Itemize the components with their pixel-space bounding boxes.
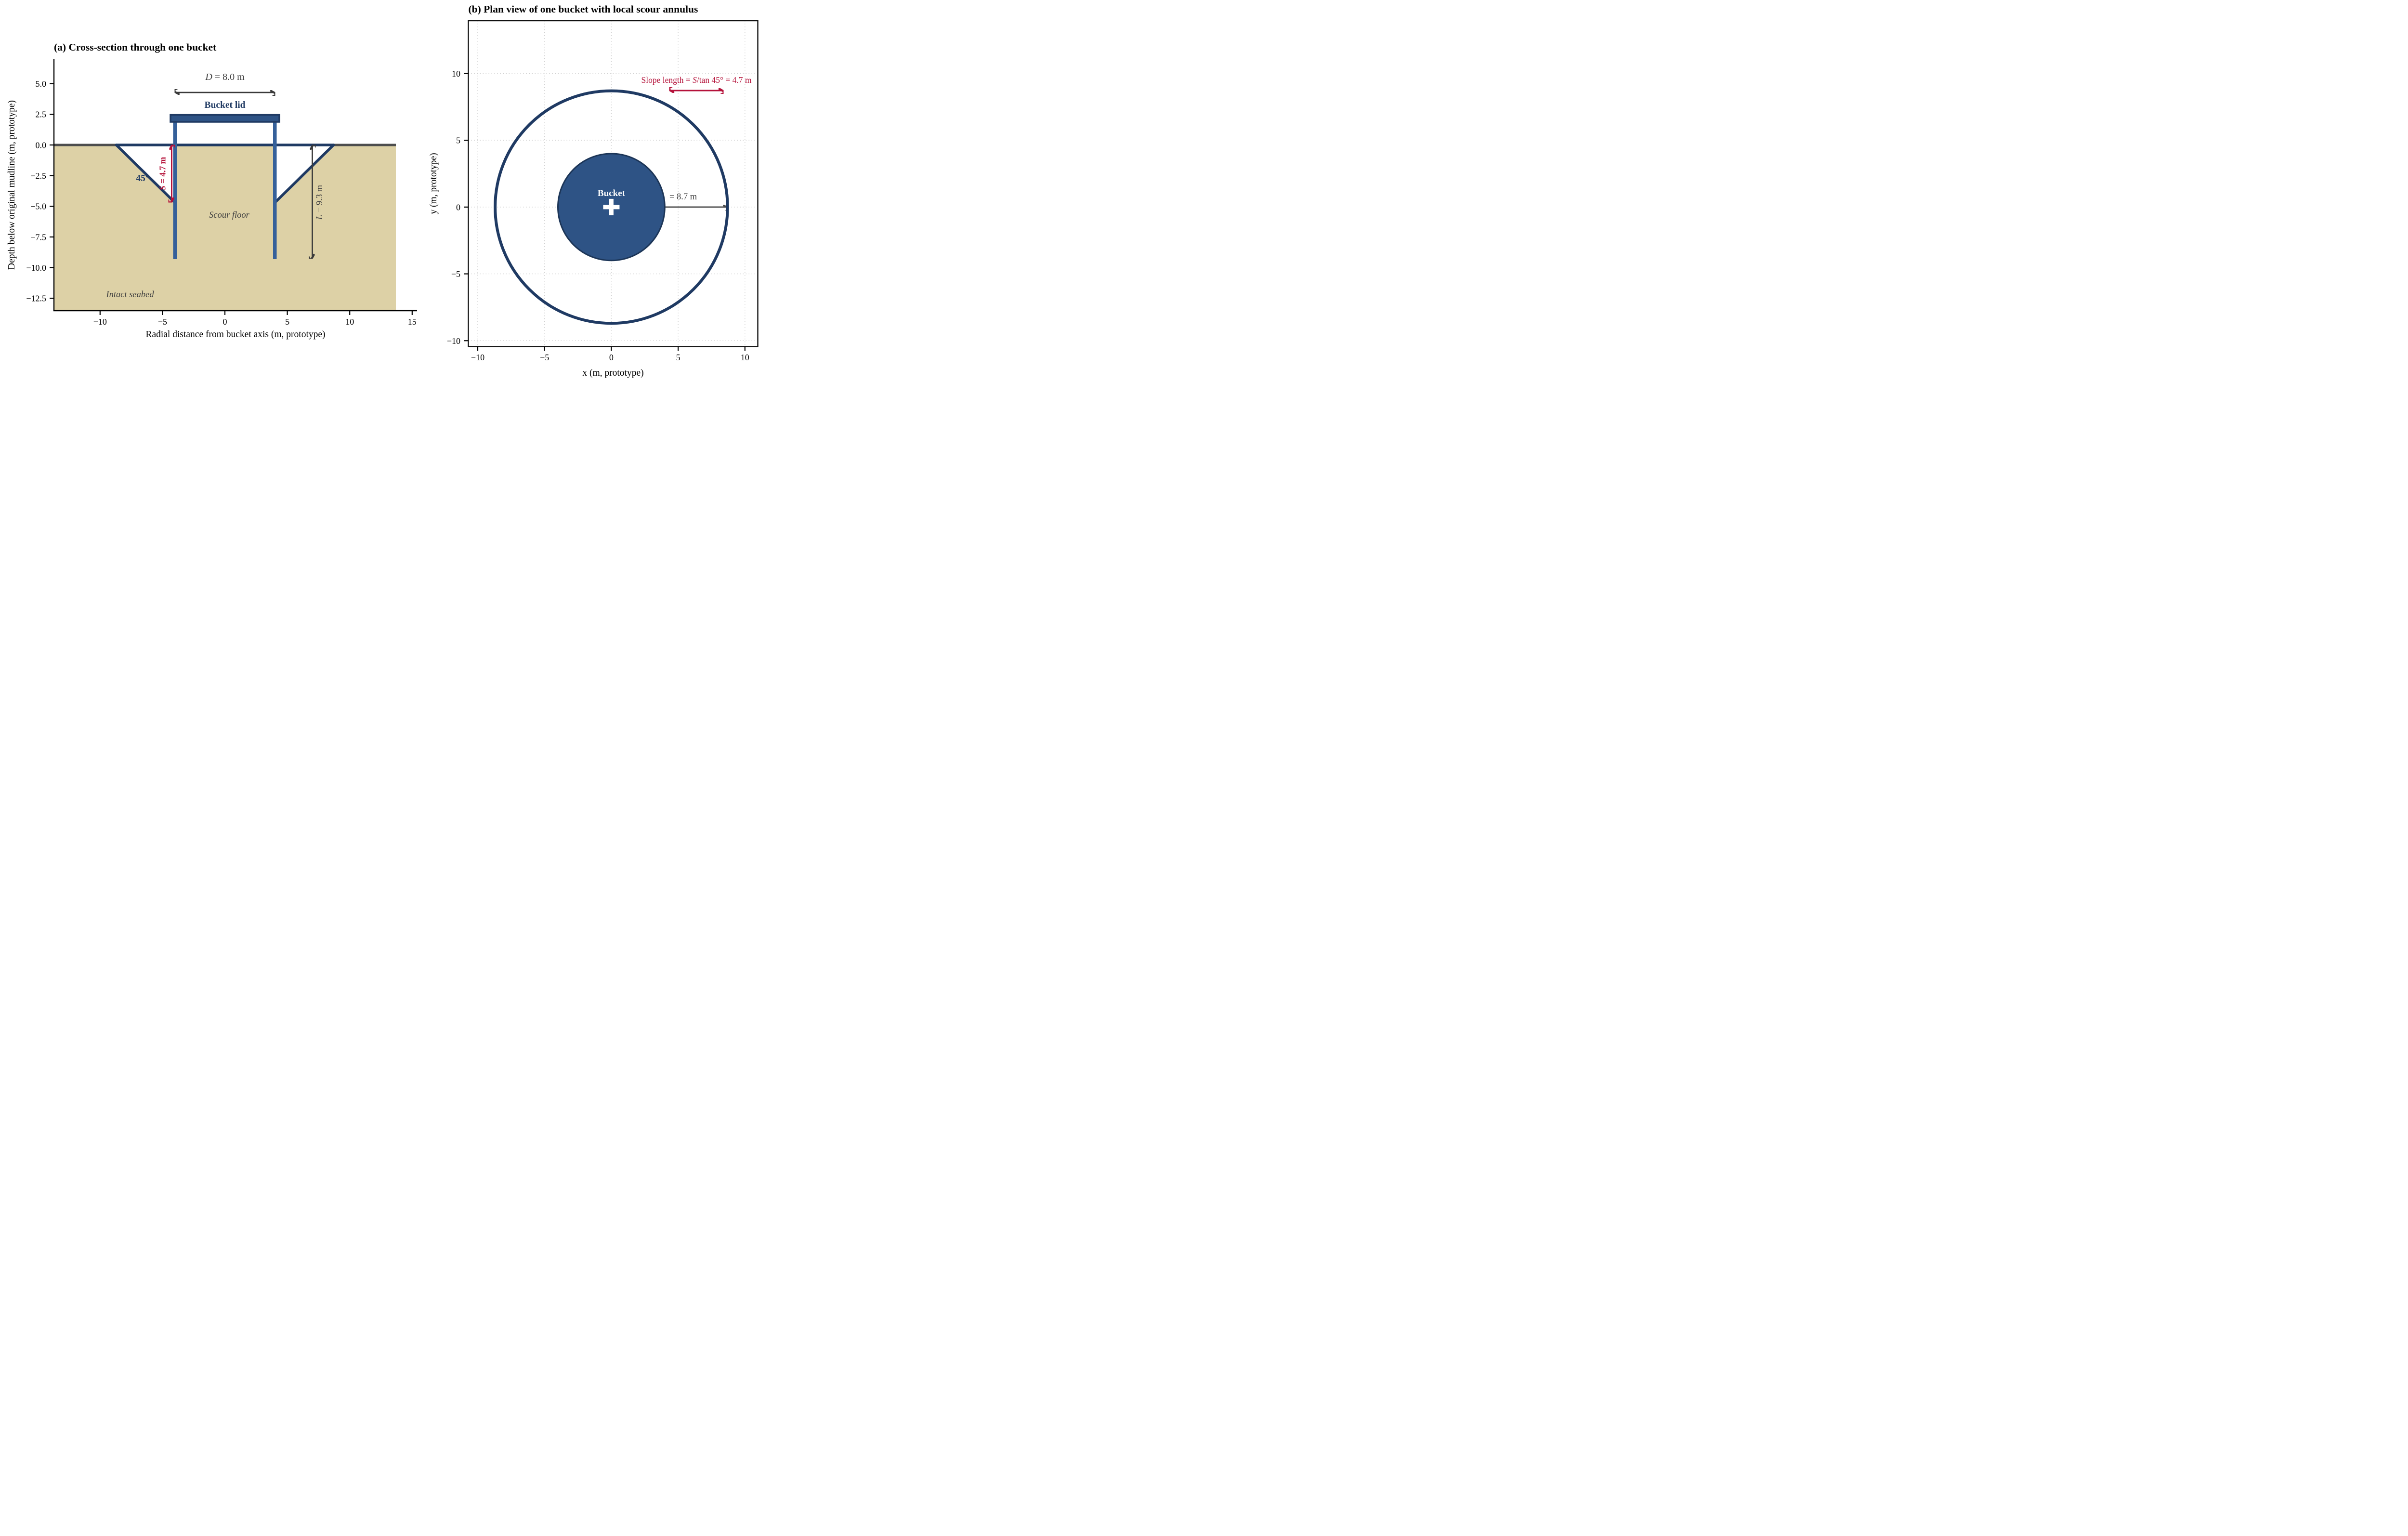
panel-a: (a) Cross-section through one bucket D =… [7,41,417,340]
bucket-skirt-left [173,117,177,259]
panel-a-y-tick-5: −7.5 [30,232,46,242]
panel-b-x-tick-4: 10 [741,353,749,362]
panel-b-y-tick-0: 10 [452,69,460,79]
figure-svg: (a) Cross-section through one bucket D =… [7,3,759,378]
bucket-center-marker [603,198,620,215]
panel-a-x-tick-3: 5 [285,317,289,327]
panel-b-box [468,20,759,347]
bucket-lid-label: Bucket lid [204,100,245,110]
intact-seabed-label: Intact seabed [105,290,154,300]
scour-floor-label: Scour floor [209,210,250,220]
panel-a-y-tick-4: −5.0 [30,202,46,211]
panel-b-x-tick-0: −10 [471,353,484,362]
panel-b-x-tick-2: 0 [609,353,614,362]
panel-a-y-ticks [50,83,54,299]
figure-canvas: (a) Cross-section through one bucket D =… [0,0,771,384]
panel-a-x-tick-0: −10 [93,317,107,327]
panel-a-y-tick-3: −2.5 [30,171,46,181]
slope-angle-label: 45° [136,173,149,184]
panel-a-xlabel: Radial distance from bucket axis (m, pro… [145,329,325,340]
panel-a-y-tick-7: −12.5 [26,294,46,303]
outer-radius-label: = 8.7 m [669,192,697,202]
scour-slope-left [115,144,177,204]
panel-a-x-tick-2: 0 [223,317,227,327]
panel-a-x-tick-5: 15 [408,317,417,327]
scour-depth-label: S = 4.7 m [158,157,168,190]
panel-b-y-tick-3: −5 [451,269,460,279]
panel-a-y-tick-6: −10.0 [26,263,46,273]
panel-b-x-ticks [477,346,746,351]
panel-b-x-tick-3: 5 [676,353,681,362]
bucket-lid-rect [170,114,280,123]
panel-b: (b) Plan view of one bucket with local s… [429,3,759,378]
panel-a-x-tick-4: 10 [345,317,354,327]
panel-b-y-tick-2: 0 [456,202,460,212]
intact-seabed-fill [54,145,396,311]
slope-length-label: Slope length = S/tan 45° = 4.7 m [641,75,752,85]
diameter-label: D = 8.0 m [205,72,245,82]
panel-a-title: (a) Cross-section through one bucket [54,41,217,53]
panel-b-title: (b) Plan view of one bucket with local s… [469,3,698,15]
scour-slope-right [273,144,335,204]
panel-a-x-ticks [99,311,413,315]
bucket-skirt-right [273,117,277,259]
panel-a-x-tick-1: −5 [158,317,167,327]
panel-b-y-ticks [464,73,469,341]
panel-b-y-tick-4: −10 [447,336,460,346]
panel-b-ylabel: y (m, prototype) [429,153,439,214]
panel-a-y-tick-1: 2.5 [36,110,47,119]
panel-b-y-tick-1: 5 [456,136,460,145]
panel-a-ylabel: Depth below original mudline (m, prototy… [7,100,17,270]
panel-b-xlabel: x (m, prototype) [582,368,643,378]
bucket-label: Bucket [598,188,626,198]
panel-a-y-tick-0: 5.0 [36,79,47,89]
panel-b-x-tick-1: −5 [540,353,549,362]
skirt-length-label: L = 9.3 m [315,184,325,220]
panel-a-y-tick-2: 0.0 [36,140,47,150]
scour-annulus-outer-circle [494,89,729,325]
